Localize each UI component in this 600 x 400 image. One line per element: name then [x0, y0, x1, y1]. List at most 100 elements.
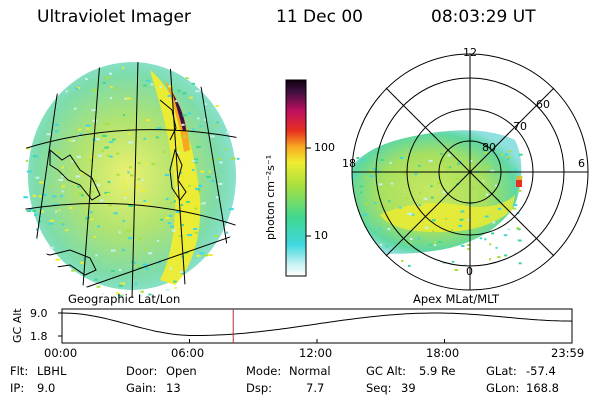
speckle-pixel — [32, 209, 37, 212]
speckle-pixel — [77, 87, 80, 89]
speckle-pixel — [73, 107, 77, 110]
speckle-pixel — [173, 280, 177, 283]
altitude-curve — [61, 312, 573, 336]
speckle-pixel — [39, 181, 44, 184]
speckle-pixel — [451, 260, 455, 263]
speckle-pixel — [197, 117, 200, 120]
speckle-pixel — [187, 234, 193, 237]
speckle-pixel — [55, 258, 60, 261]
colorbar-unit-label: photon cm⁻²s⁻¹ — [264, 154, 277, 240]
time-tick-0000: 00:00 — [44, 346, 78, 360]
speckle-pixel — [411, 213, 415, 216]
speckle-pixel — [405, 197, 409, 200]
speckle-pixel — [370, 175, 374, 178]
speckle-pixel — [211, 180, 215, 183]
speckle-pixel — [445, 218, 448, 220]
speckle-pixel — [401, 259, 404, 262]
speckle-pixel — [78, 192, 83, 195]
speckle-pixel — [369, 169, 372, 172]
speckle-pixel — [28, 208, 33, 211]
seq-label: Seq: — [366, 381, 392, 395]
speckle-pixel — [144, 203, 150, 206]
speckle-pixel — [137, 178, 141, 181]
speckle-pixel — [89, 211, 93, 214]
speckle-pixel — [80, 261, 84, 264]
speckle-pixel — [365, 176, 368, 179]
speckle-pixel — [203, 254, 209, 257]
speckle-pixel — [118, 269, 122, 271]
altitude-ytick-low: 1.8 — [30, 330, 48, 343]
speckle-pixel — [136, 185, 141, 188]
speckle-pixel — [110, 86, 113, 89]
gain-value: 13 — [166, 381, 181, 395]
speckle-pixel — [55, 123, 59, 126]
speckle-pixel — [495, 246, 498, 249]
speckle-pixel — [358, 242, 362, 245]
speckle-pixel — [514, 252, 517, 255]
speckle-pixel — [143, 84, 147, 87]
speckle-pixel — [127, 171, 130, 174]
speckle-pixel — [109, 141, 114, 144]
speckle-pixel — [498, 207, 502, 210]
speckle-pixel — [518, 262, 522, 265]
speckle-pixel — [433, 244, 437, 247]
speckle-pixel — [466, 243, 471, 246]
speckle-pixel — [196, 254, 201, 257]
speckle-pixel — [215, 105, 219, 107]
glat-value: -57.4 — [526, 364, 556, 378]
speckle-pixel — [512, 207, 517, 210]
speckle-pixel — [380, 159, 385, 161]
speckle-pixel — [148, 252, 153, 255]
speckle-pixel — [208, 170, 211, 173]
colorbar-tick-10: 10 — [314, 229, 328, 242]
gcalt-label: GC Alt: — [366, 364, 407, 378]
speckle-pixel — [122, 181, 125, 184]
speckle-pixel — [433, 241, 437, 244]
speckle-pixel — [91, 109, 97, 112]
speckle-pixel — [371, 255, 374, 258]
speckle-pixel — [388, 200, 391, 203]
speckle-pixel — [179, 172, 182, 175]
speckle-pixel — [77, 185, 81, 188]
speckle-pixel — [122, 186, 127, 189]
speckle-pixel — [442, 191, 447, 194]
speckle-pixel — [490, 169, 495, 172]
speckle-pixel — [374, 202, 377, 205]
speckle-pixel — [61, 185, 65, 188]
speckle-pixel — [116, 173, 120, 176]
speckle-pixel — [428, 243, 432, 246]
colorbar-tick-100: 100 — [314, 141, 335, 154]
flt-value: LBHL — [37, 364, 67, 378]
speckle-pixel — [167, 85, 173, 88]
speckle-pixel — [79, 133, 82, 136]
time-tick-2359: 23:59 — [551, 346, 585, 360]
mlat-label-60: 60 — [536, 98, 550, 111]
speckle-pixel — [360, 191, 363, 194]
speckle-pixel — [131, 261, 134, 264]
speckle-pixel — [58, 209, 61, 212]
speckle-pixel — [113, 212, 118, 215]
speckle-pixel — [97, 183, 101, 186]
geographic-image-panel — [22, 62, 244, 298]
speckle-pixel — [93, 236, 96, 238]
speckle-pixel — [363, 213, 368, 216]
speckle-pixel — [203, 103, 207, 106]
polar-image-panel — [349, 53, 589, 291]
speckle-pixel — [160, 218, 164, 221]
speckle-pixel — [83, 257, 86, 260]
speckle-pixel — [431, 219, 436, 222]
speckle-pixel — [165, 288, 170, 291]
speckle-pixel — [137, 266, 142, 269]
speckle-pixel — [104, 76, 110, 79]
speckle-pixel — [183, 135, 186, 138]
speckle-pixel — [451, 229, 454, 232]
speckle-pixel — [129, 174, 134, 177]
speckle-pixel — [407, 212, 411, 215]
speckle-pixel — [197, 202, 201, 205]
speckle-pixel — [484, 215, 489, 218]
speckle-pixel — [349, 250, 352, 252]
speckle-pixel — [35, 176, 40, 179]
speckle-pixel — [385, 245, 389, 248]
speckle-pixel — [504, 254, 508, 257]
speckle-pixel — [129, 166, 132, 169]
